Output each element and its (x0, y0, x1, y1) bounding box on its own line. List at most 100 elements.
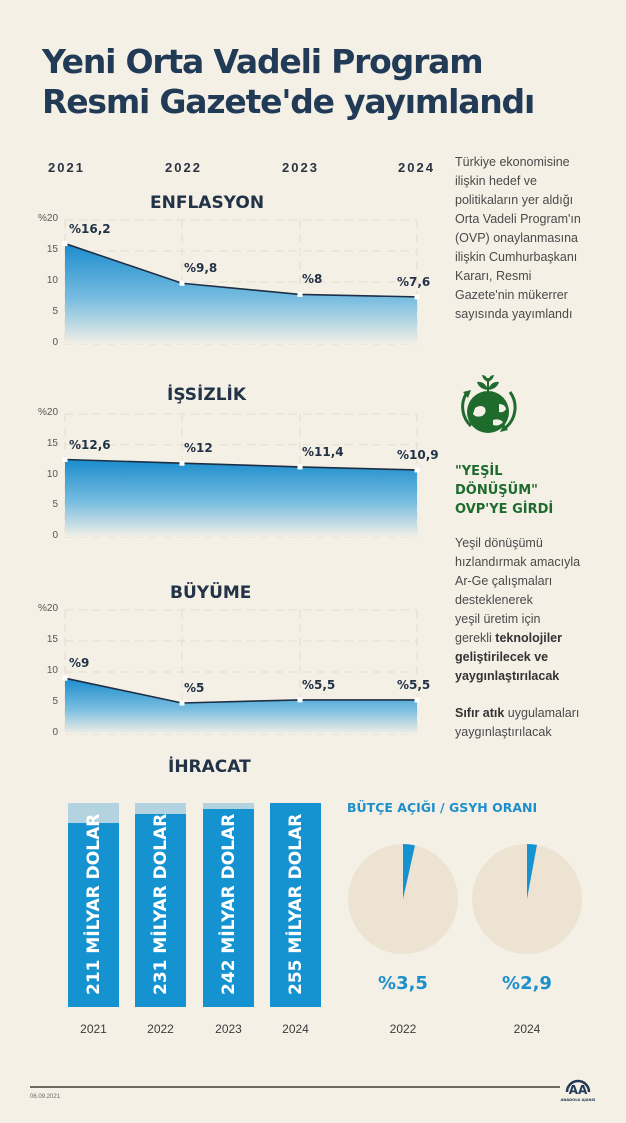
export-bar-label: 255 MİLYAR DOLAR (285, 813, 306, 995)
export-chart-title: İHRACAT (168, 757, 251, 777)
aa-logo: AA ANADOLU AJANSI (560, 1073, 596, 1103)
intro-text-line: Türkiye ekonomisine (455, 155, 570, 169)
intro-text: Türkiye ekonomisine ilişkin hedef ve polit… (455, 153, 625, 324)
green-heading: "YEŞİL DÖNÜŞÜM" OVP'YE GİRDİ (455, 462, 553, 519)
green-heading-line-3: OVP'YE GİRDİ (455, 502, 554, 517)
y-axis-tick: 15 (46, 244, 58, 255)
intro-text-line: ilişkin hedef ve (455, 174, 537, 188)
y-axis-tick: 5 (52, 306, 58, 317)
budget-pie (348, 844, 458, 954)
green-paragraph-1: Yeşil dönüşümü hızlandırmak amacıyla Ar-… (455, 534, 625, 686)
data-label: %11,4 (302, 444, 344, 459)
intro-text-line: Orta Vadeli Program'ın (455, 212, 581, 226)
text-line: desteklenerek (455, 593, 533, 607)
intro-text-line: Gazete'nin mükerrer (455, 288, 568, 302)
export-year-label: 2023 (215, 1022, 242, 1036)
y-axis-tick: 15 (46, 437, 58, 449)
svg-text:ANADOLU AJANSI: ANADOLU AJANSI (561, 1098, 596, 1102)
intro-text-line: ilişkin Cumhurbaşkanı (455, 250, 578, 264)
text-line: hızlandırmak amacıyla (455, 555, 581, 569)
export-year-label: 2022 (147, 1022, 174, 1036)
data-label: %5,5 (397, 677, 431, 692)
data-label: %9 (69, 656, 90, 671)
data-label: %5,5 (302, 677, 336, 692)
y-axis-tick: 5 (52, 499, 58, 511)
y-axis-tick: 10 (46, 468, 58, 480)
y-axis-tick: %20 (37, 407, 58, 418)
data-label: %9,8 (184, 261, 218, 276)
data-label: %5 (184, 681, 205, 695)
text-line: Yeşil dönüşümü (455, 536, 543, 550)
intro-text-line: (OVP) onaylanmasına (455, 231, 578, 245)
growth-chart-title: BÜYÜME (170, 583, 252, 603)
text-line: Ar-Ge çalışmaları (455, 574, 553, 588)
export-bar-label: 211 MİLYAR DOLAR (83, 813, 104, 995)
y-axis-tick: 15 (46, 634, 58, 645)
budget-pie-value: %3,5 (378, 973, 428, 994)
data-label: %10,9 (397, 447, 439, 462)
export-bar-label: 242 MİLYAR DOLAR (218, 813, 239, 995)
text-plain: uygulamaları (504, 706, 580, 720)
text-line: yaygınlaştırılacak (455, 725, 552, 739)
unemployment-chart-title: İŞSİZLİK (167, 385, 247, 405)
text-plain: gerekli (455, 631, 496, 645)
footer-date: 06.09.2021 (30, 1094, 61, 1100)
budget-pie-year: 2022 (389, 1022, 417, 1036)
export-bar: 242 MİLYAR DOLAR (203, 803, 254, 1007)
footer-divider (30, 1086, 560, 1088)
year-header-2023: 2023 (282, 160, 319, 175)
green-earth-icon (453, 370, 523, 438)
y-axis-tick: %20 (37, 213, 58, 224)
export-year-label: 2021 (80, 1022, 107, 1036)
inflation-area-chart (62, 219, 420, 345)
intro-text-line: politikaların yer aldığı (455, 193, 574, 207)
title-line-2: Resmi Gazete'de yayımlandı (42, 82, 535, 121)
intro-text-line: Kararı, Resmi (455, 269, 532, 283)
text-line: Sıfır atık uygulamaları (455, 704, 625, 723)
export-bar-fill (135, 814, 186, 1007)
data-label: %16,2 (69, 221, 111, 236)
text-line: gerekli teknolojiler (455, 629, 625, 648)
export-year-label: 2024 (282, 1022, 309, 1036)
budget-pie (472, 844, 582, 954)
green-heading-line-2: DÖNÜŞÜM" (455, 483, 538, 498)
y-axis-tick: %20 (37, 603, 58, 614)
svg-text:AA: AA (569, 1083, 588, 1097)
y-axis-tick: 10 (46, 275, 58, 286)
data-label: %8 (302, 272, 323, 287)
export-bar-fill (203, 809, 254, 1007)
y-axis-tick: 0 (52, 727, 58, 738)
year-header-2021: 2021 (48, 160, 85, 175)
budget-pie-value: %2,9 (502, 973, 552, 994)
text-line: yeşil üretim için (455, 612, 541, 626)
budget-pie-year: 2024 (513, 1022, 541, 1036)
intro-text-line: sayısında yayımlandı (455, 307, 573, 321)
inflation-chart-title: ENFLASYON (150, 193, 265, 213)
text-bold: teknolojiler (495, 631, 562, 645)
export-bar: 231 MİLYAR DOLAR (135, 803, 186, 1007)
title-line-1: Yeni Orta Vadeli Program (42, 42, 484, 81)
export-bar-fill (270, 803, 321, 1007)
data-label: %12,6 (69, 437, 111, 452)
year-header-2022: 2022 (165, 160, 202, 175)
unemployment-area-chart (62, 413, 420, 538)
green-paragraph-2: Sıfır atık uygulamaları yaygınlaştırılac… (455, 704, 625, 742)
year-header-2024: 2024 (398, 160, 435, 175)
data-label: %7,6 (397, 274, 431, 289)
text-bold: Sıfır atık (455, 706, 505, 720)
export-bar: 211 MİLYAR DOLAR (68, 803, 119, 1007)
export-bar-label: 231 MİLYAR DOLAR (150, 813, 171, 995)
budget-chart-title: BÜTÇE AÇIĞI / GSYH ORANI (347, 800, 538, 815)
data-label: %12 (184, 441, 213, 456)
green-heading-line-1: "YEŞİL (455, 464, 503, 479)
export-bar: 255 MİLYAR DOLAR (270, 803, 321, 1007)
y-axis-tick: 0 (52, 337, 58, 348)
y-axis-tick: 0 (52, 530, 58, 541)
y-axis-tick: 5 (52, 696, 58, 707)
text-bold-line: yaygınlaştırılacak (455, 669, 560, 683)
text-bold-line: geliştirilecek ve (455, 650, 549, 664)
export-bar-fill (68, 823, 119, 1007)
y-axis-tick: 10 (46, 665, 58, 676)
page-title: Yeni Orta Vadeli Program Resmi Gazete'de… (42, 42, 535, 122)
growth-area-chart (62, 609, 420, 735)
